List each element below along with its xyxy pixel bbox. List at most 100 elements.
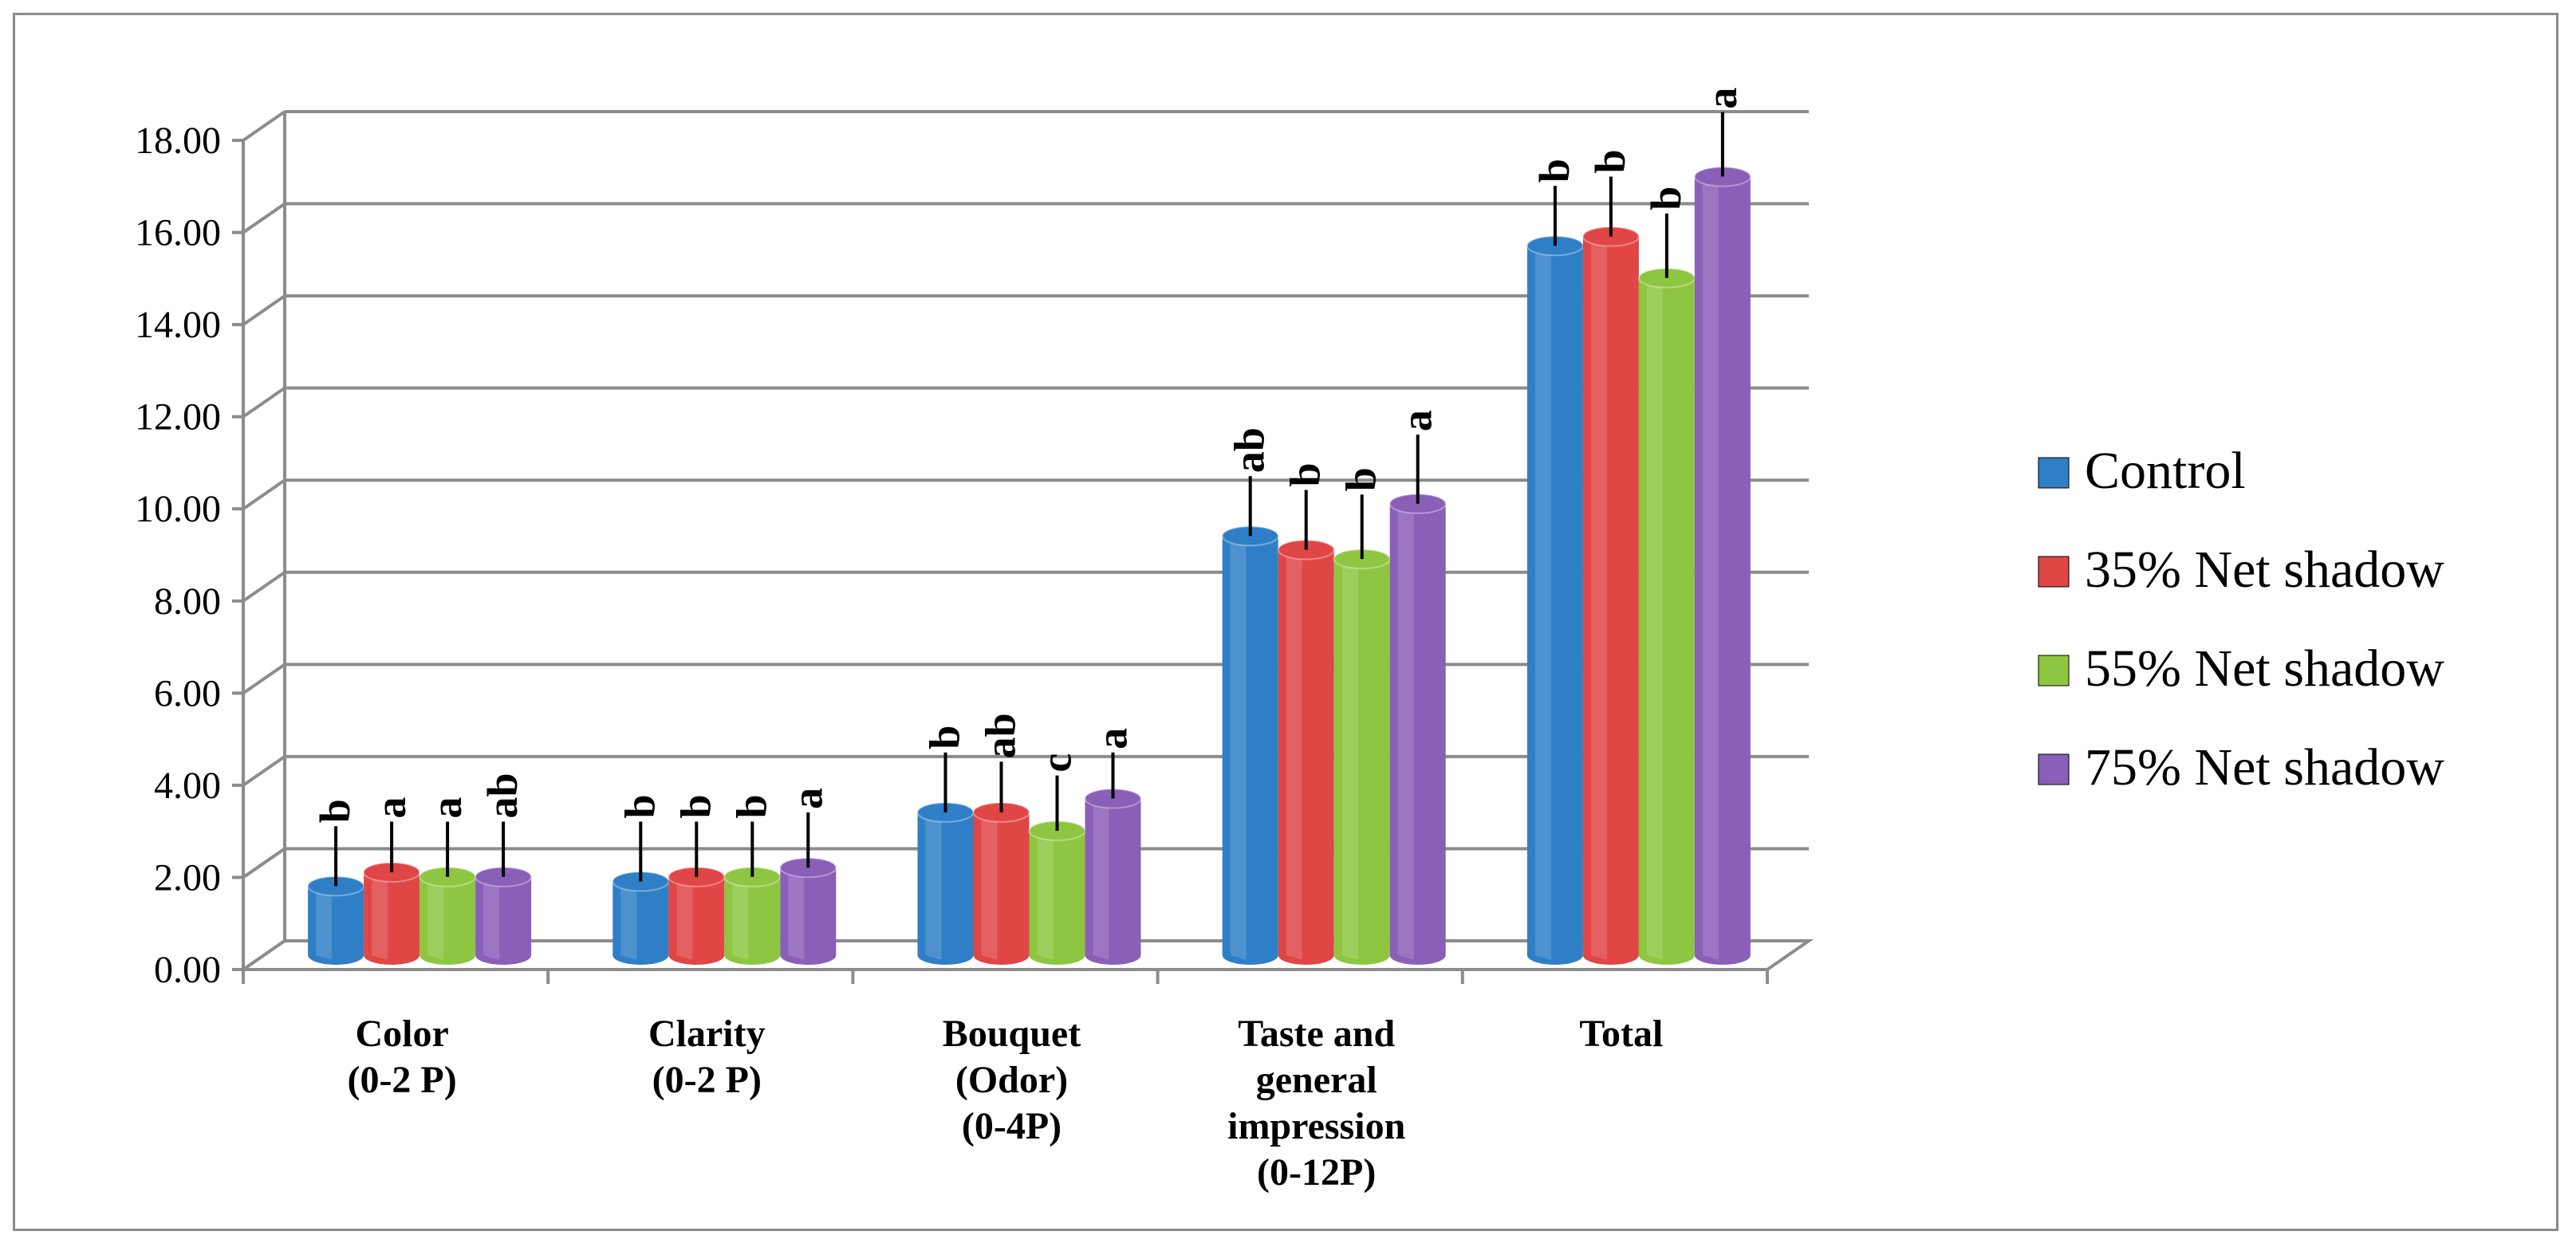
category-label: Total <box>1579 1013 1663 1055</box>
category-label: (0-4P) <box>962 1105 1062 1147</box>
bar-highlight <box>1341 564 1358 960</box>
bar-highlight <box>1702 181 1719 961</box>
bar-highlight <box>788 872 805 960</box>
bar <box>364 872 420 965</box>
legend: Control 35% Net shadow 55% Net shadow 75% N… <box>2038 442 2444 797</box>
significance-label: a <box>367 797 415 818</box>
bar <box>1085 798 1141 965</box>
bar <box>1389 503 1446 965</box>
legend-swatch <box>2038 655 2070 686</box>
bar-highlight <box>483 881 500 960</box>
bar-highlight <box>732 881 749 960</box>
category-label: (Odor) <box>955 1059 1068 1101</box>
gridline-depth <box>242 202 286 234</box>
significance-label: ab <box>479 773 526 818</box>
y-tick-label: 6.00 <box>154 672 221 714</box>
bar <box>1222 536 1278 965</box>
y-tick-label: 12.00 <box>135 396 221 439</box>
legend-label: 35% Net shadow <box>2085 541 2444 599</box>
significance-label: b <box>921 726 969 749</box>
y-tick-label: 0.00 <box>154 949 221 991</box>
category-label: Color <box>355 1013 448 1055</box>
bars <box>307 112 1751 966</box>
significance-label: ab <box>977 713 1025 758</box>
bar <box>780 867 837 966</box>
significance-label: ab <box>1226 427 1274 473</box>
bar <box>1638 277 1695 966</box>
significance-label: a <box>1393 410 1441 431</box>
bar-highlight <box>1286 554 1302 960</box>
bar <box>917 812 974 965</box>
bar <box>308 886 364 965</box>
bar-highlight <box>1037 836 1054 960</box>
y-tick-label: 16.00 <box>135 212 221 254</box>
significance-label: c <box>1033 753 1081 773</box>
y-tick-label: 14.00 <box>135 304 221 346</box>
gridline-depth <box>242 478 286 510</box>
legend-swatch <box>2038 457 2070 489</box>
bar <box>1526 246 1583 965</box>
bar <box>419 876 476 965</box>
bar-highlight <box>1093 803 1109 960</box>
significance-label: b <box>1337 467 1385 491</box>
gridline-depth <box>242 294 286 326</box>
gridline-depth <box>242 110 286 142</box>
legend-label: 75% Net shadow <box>2085 738 2444 797</box>
category-label: general <box>1256 1059 1377 1101</box>
significance-label: a <box>1698 88 1746 109</box>
bar-highlight <box>427 881 444 960</box>
significance-label: b <box>1282 462 1329 486</box>
bar <box>475 876 532 965</box>
y-tick-label: 10.00 <box>135 488 221 530</box>
bar-highlight <box>620 886 637 960</box>
legend-label: Control <box>2085 442 2246 500</box>
significance-label: a <box>423 797 471 818</box>
significance-label: b <box>1586 150 1634 174</box>
legend-label: 55% Net shadow <box>2085 639 2444 698</box>
y-tick-label: 2.00 <box>154 856 221 899</box>
bar-highlight <box>1646 282 1663 961</box>
significance-label: a <box>1089 728 1136 749</box>
significance-label: b <box>1530 159 1578 183</box>
significance-label: b <box>1642 187 1690 210</box>
significance-label: b <box>616 794 664 818</box>
bar-highlight <box>981 816 998 960</box>
bar <box>1278 549 1334 965</box>
bar <box>1029 831 1085 965</box>
gridline-depth <box>242 571 286 603</box>
bar-highlight <box>676 881 693 960</box>
bar-highlight <box>1590 241 1607 961</box>
category-label: (0-12P) <box>1257 1151 1376 1194</box>
gridline-depth <box>242 847 286 879</box>
gridline-depth <box>242 663 286 694</box>
bar <box>1333 559 1390 965</box>
y-tick-label: 18.00 <box>135 120 221 162</box>
bar <box>973 812 1030 965</box>
bar <box>1694 176 1751 966</box>
bar-highlight <box>1230 541 1247 960</box>
significance-label: b <box>727 794 775 818</box>
bar-highlight <box>372 877 388 960</box>
category-label: (0-2 P) <box>652 1059 762 1101</box>
bar <box>1582 236 1639 965</box>
legend-swatch <box>2038 753 2070 785</box>
legend-swatch <box>2038 556 2070 588</box>
category-label: Taste and <box>1238 1013 1395 1055</box>
y-tick-label: 4.00 <box>154 765 221 807</box>
bar <box>724 876 781 965</box>
category-label: Bouquet <box>943 1013 1081 1055</box>
bar-highlight <box>1397 508 1414 960</box>
labels: 0.00 2.00 4.00 6.00 8.00 10.00 12.00 14.00 16.00… <box>135 88 1746 1194</box>
category-label: impression <box>1227 1105 1405 1147</box>
y-tick-label: 8.00 <box>154 580 221 623</box>
bar-highlight <box>1534 250 1551 960</box>
bar-highlight <box>925 816 942 960</box>
significance-label: b <box>672 794 719 818</box>
bar <box>612 881 669 965</box>
significance-label: a <box>783 788 831 809</box>
bar <box>668 876 725 965</box>
category-label: (0-2 P) <box>347 1059 456 1101</box>
bar-highlight <box>316 891 333 960</box>
gridline-depth <box>242 755 286 787</box>
